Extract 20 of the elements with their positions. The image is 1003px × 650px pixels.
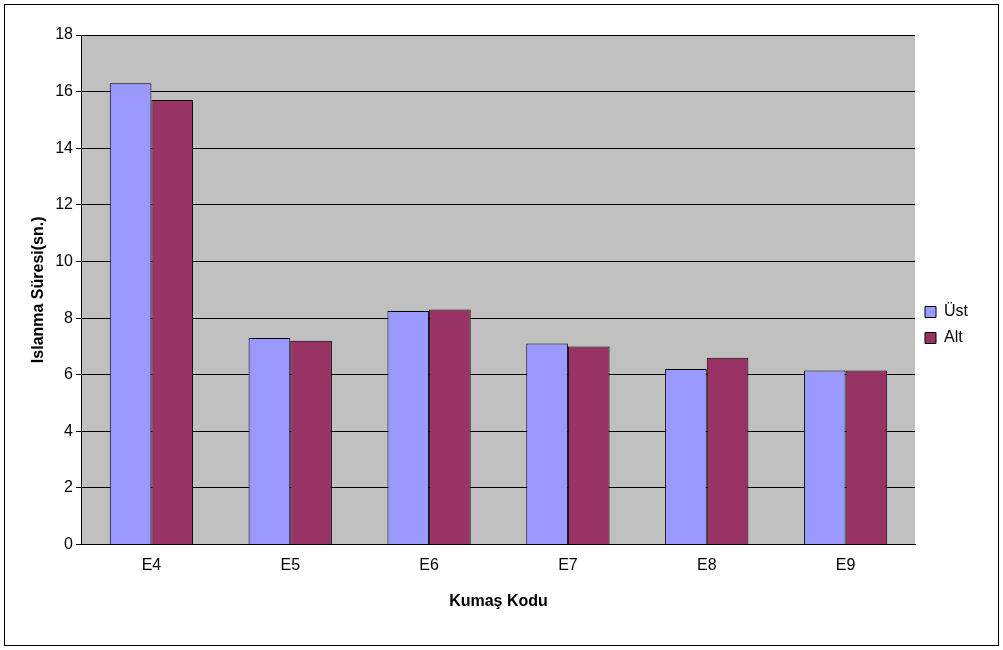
y-tick-label: 6 bbox=[64, 365, 74, 383]
y-tick-label: 12 bbox=[55, 195, 74, 213]
y-tick-label: 2 bbox=[64, 478, 74, 496]
y-tick-label: 4 bbox=[64, 421, 74, 439]
y-axis-title: Islanma Süresi(sn.) bbox=[29, 216, 47, 364]
y-tick-label: 16 bbox=[55, 82, 74, 100]
x-tick-label: E8 bbox=[696, 555, 717, 573]
x-tick-label: E5 bbox=[280, 555, 301, 573]
y-tick-label: 14 bbox=[55, 138, 74, 156]
x-axis-title: Kumaş Kodu bbox=[449, 591, 548, 609]
y-tick-label: 0 bbox=[64, 535, 74, 553]
x-tick-label: E9 bbox=[835, 555, 856, 573]
x-tick-label: E7 bbox=[558, 555, 578, 573]
x-tick-label: E6 bbox=[419, 555, 439, 573]
legend-label: Üst bbox=[944, 302, 969, 320]
y-tick-label: 10 bbox=[55, 251, 74, 269]
y-tick-label: 8 bbox=[64, 308, 74, 326]
x-tick-label: E4 bbox=[141, 555, 162, 573]
y-tick-label: 18 bbox=[55, 25, 74, 43]
legend-label: Alt bbox=[944, 328, 964, 346]
